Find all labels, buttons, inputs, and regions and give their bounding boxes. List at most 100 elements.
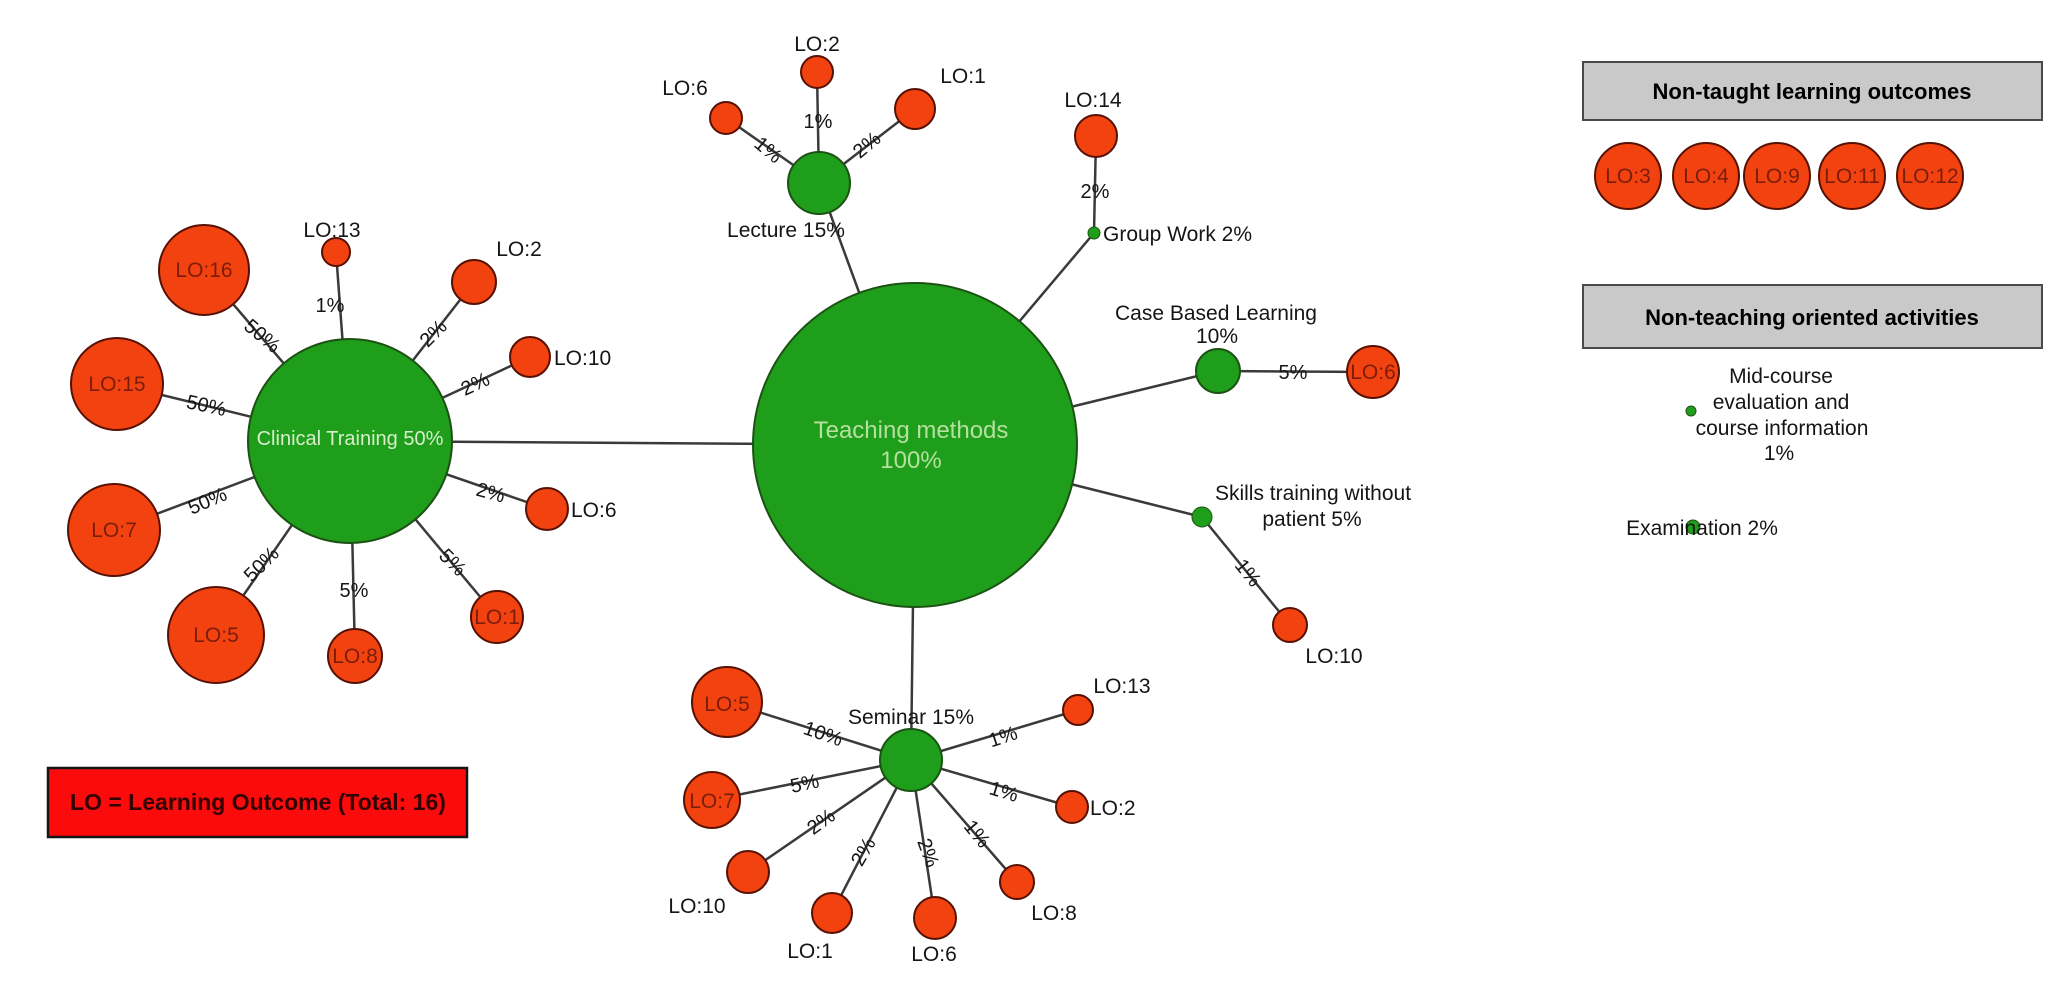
lo-label: LO:13 xyxy=(303,219,360,242)
pct-label: 2% xyxy=(912,836,943,871)
lo-label: LO:1 xyxy=(787,940,833,963)
skills-hub-node xyxy=(1191,506,1213,528)
pct-label: 2% xyxy=(803,805,839,840)
lo-label: LO:1 xyxy=(940,65,986,88)
midcourse-label: course information xyxy=(1696,417,1869,440)
pct-label: 1% xyxy=(987,778,1021,808)
lo-label: LO:12 xyxy=(1901,165,1958,188)
cbl-hub-label: Case Based Learning xyxy=(1115,302,1317,325)
examination-label: Examination 2% xyxy=(1626,517,1778,540)
lo-label: LO:8 xyxy=(332,645,378,668)
pct-label: 1% xyxy=(804,111,833,133)
lo-label: LO:7 xyxy=(91,519,137,542)
teaching-methods-label: Teaching methods xyxy=(814,417,1009,444)
lo-label: LO:10 xyxy=(668,895,725,918)
lo-node xyxy=(999,864,1035,900)
lo-node xyxy=(158,224,250,316)
lo-label: LO:14 xyxy=(1064,89,1122,112)
lo-node xyxy=(1055,790,1089,824)
pct-label: 50% xyxy=(184,391,228,421)
lo-node xyxy=(683,771,741,829)
pct-label: 5% xyxy=(340,580,369,602)
lo-node xyxy=(691,666,763,738)
cbl-hub-node xyxy=(1195,348,1241,394)
skills-hub-label: Skills training without xyxy=(1215,482,1411,505)
lo-node xyxy=(167,586,265,684)
pct-label: 1% xyxy=(316,295,345,317)
lo-node xyxy=(913,896,957,940)
legend-box xyxy=(46,766,469,839)
panel-non-taught: Non-taught learning outcomes LO:3 LO:4 L… xyxy=(1582,61,2043,210)
examination-dot xyxy=(1685,519,1701,535)
lo-label: LO:15 xyxy=(88,373,145,396)
lo-node xyxy=(1346,345,1400,399)
teaching-methods-pct: 100% xyxy=(880,447,941,474)
teaching-methods-node xyxy=(752,282,1078,608)
lo-node xyxy=(726,850,770,894)
groupwork-hub-label: Group Work 2% xyxy=(1103,223,1252,246)
lecture-cluster: Lecture 15% LO:6 1% LO:2 1% LO:1 2% xyxy=(662,33,986,242)
cbl-hub-pct: 10% xyxy=(1196,325,1238,348)
pct-label: 1% xyxy=(1230,555,1265,591)
clinical-cluster: Clinical Training 50% LO:16 50% LO:13 1%… xyxy=(67,219,617,684)
lo-node xyxy=(1896,142,1964,210)
groupwork-hub-node xyxy=(1087,226,1101,240)
lo-node xyxy=(811,892,853,934)
lecture-hub-node xyxy=(787,151,851,215)
lo-label: LO:10 xyxy=(554,347,611,370)
pct-label: 50% xyxy=(240,543,284,587)
pct-label: 2% xyxy=(849,128,885,164)
lo-node xyxy=(451,259,497,305)
lo-node xyxy=(1818,142,1886,210)
cbl-cluster: Case Based Learning 10% LO:6 5% xyxy=(1115,302,1400,399)
pct-label: 1% xyxy=(986,722,1020,752)
seminar-hub-node xyxy=(879,728,943,792)
clinical-hub-label: Clinical Training 50% xyxy=(257,428,444,450)
skills-cluster: Skills training without patient 5% LO:10… xyxy=(1191,482,1411,668)
pct-label: 50% xyxy=(185,483,231,519)
lo-node xyxy=(1074,114,1118,158)
lo-label: LO:5 xyxy=(704,693,750,716)
lo-label: LO:16 xyxy=(175,259,232,282)
edge-skills-lo10 xyxy=(1201,516,1291,626)
lo-label: LO:11 xyxy=(1824,165,1880,188)
lo-label: LO:6 xyxy=(1350,361,1396,384)
lo-label: LO:2 xyxy=(794,33,840,56)
pct-label: 2% xyxy=(474,479,508,508)
lo-node xyxy=(509,336,551,378)
lo-label: LO:9 xyxy=(1754,165,1800,188)
pct-label: 2% xyxy=(1081,181,1110,203)
edge-seminar-lo10 xyxy=(747,758,912,874)
lo-label: LO:2 xyxy=(1090,797,1136,820)
groupwork-cluster: Group Work 2% LO:14 2% xyxy=(1064,89,1252,246)
seminar-cluster: Seminar 15% LO:5 10% LO:7 5% LO:10 2% LO… xyxy=(668,666,1151,966)
non-teaching-title: Non-teaching oriented activities xyxy=(1645,305,1979,330)
lo-node xyxy=(1594,142,1662,210)
lo-node xyxy=(321,237,351,267)
lo-node xyxy=(800,55,834,89)
pct-label: 2% xyxy=(416,316,452,352)
lo-label: LO:3 xyxy=(1605,165,1651,188)
pct-label: 2% xyxy=(458,368,494,400)
lecture-hub-label: Lecture 15% xyxy=(727,219,845,242)
lo-node xyxy=(709,101,743,135)
non-taught-title: Non-taught learning outcomes xyxy=(1653,79,1972,104)
lo-label: LO:6 xyxy=(571,499,617,522)
lo-label: LO:13 xyxy=(1093,675,1150,698)
legend: LO = Learning Outcome (Total: 16) xyxy=(46,766,469,839)
central-node: Teaching methods 100% xyxy=(752,282,1078,608)
clinical-hub-node xyxy=(247,338,453,544)
skills-hub-pct: patient 5% xyxy=(1262,508,1361,531)
lo-node xyxy=(525,487,569,531)
lo-node xyxy=(1743,142,1811,210)
lo-node xyxy=(327,628,383,684)
lo-node xyxy=(894,88,936,130)
pct-label: 5% xyxy=(788,770,821,798)
lo-node xyxy=(70,337,164,431)
lo-node xyxy=(1672,142,1740,210)
lo-label: LO:6 xyxy=(911,943,957,966)
midcourse-pct: 1% xyxy=(1764,442,1794,465)
lo-node xyxy=(1062,694,1094,726)
